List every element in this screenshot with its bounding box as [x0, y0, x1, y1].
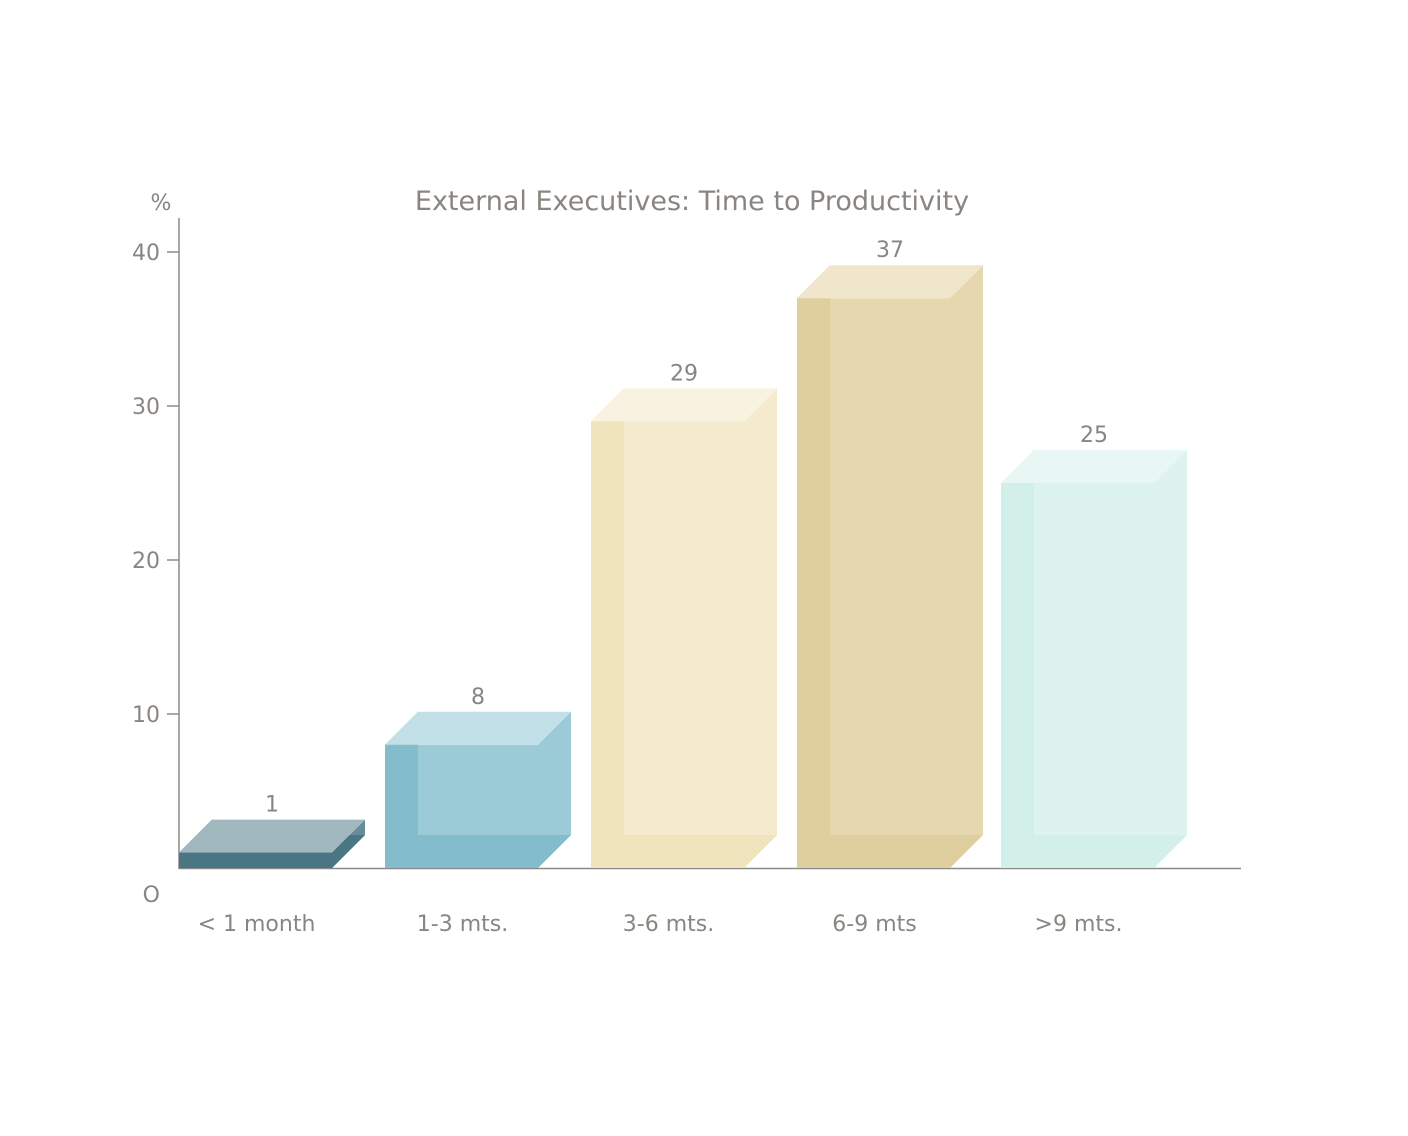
y-tick-label: 40	[132, 241, 160, 266]
data-label: 25	[1080, 423, 1108, 448]
bar-right-face	[538, 711, 571, 868]
bar-right-face	[744, 388, 777, 868]
bar-top-face	[591, 388, 777, 422]
x-tick-label: < 1 month	[198, 912, 316, 937]
chart-title: External Executives: Time to Productivit…	[415, 186, 969, 217]
bar: 1 < 1 month	[179, 793, 365, 937]
bar-top-face	[385, 711, 571, 745]
x-tick-label: 6-9 mts	[832, 912, 916, 937]
data-label: 1	[265, 793, 279, 818]
bar-left-face	[1001, 450, 1034, 868]
x-tick-label: 1-3 mts.	[417, 912, 508, 937]
y-tick-label: 10	[132, 703, 160, 728]
bar-top-face	[797, 265, 983, 299]
bar: 37 6-9 mts	[797, 238, 983, 937]
bar-right-face	[1154, 450, 1187, 868]
data-label: 8	[471, 685, 485, 710]
bar-bottom-face	[591, 835, 777, 868]
y-axis-label: %	[151, 191, 172, 216]
bar-left-face	[591, 388, 624, 868]
bar: 25 >9 mts.	[1001, 423, 1187, 937]
bar-bottom-face	[1001, 835, 1187, 868]
bar-bottom-face	[385, 835, 571, 868]
bar-bottom-face	[797, 835, 983, 868]
y-tick-label: O	[143, 883, 160, 908]
y-tick-label: 30	[132, 395, 160, 420]
bar-left-face	[797, 265, 830, 868]
bar: 29 3-6 mts.	[591, 361, 777, 937]
bar: 8 1-3 mts.	[385, 685, 571, 937]
data-label: 29	[670, 361, 698, 386]
bar-left-face	[385, 711, 418, 868]
bar-right-face	[950, 265, 983, 868]
bar-top-face	[179, 819, 365, 853]
bar-top-face	[1001, 450, 1187, 483]
x-tick-label: >9 mts.	[1035, 912, 1123, 937]
y-tick-label: 20	[132, 549, 160, 574]
x-tick-label: 3-6 mts.	[623, 912, 714, 937]
data-label: 37	[876, 238, 904, 263]
